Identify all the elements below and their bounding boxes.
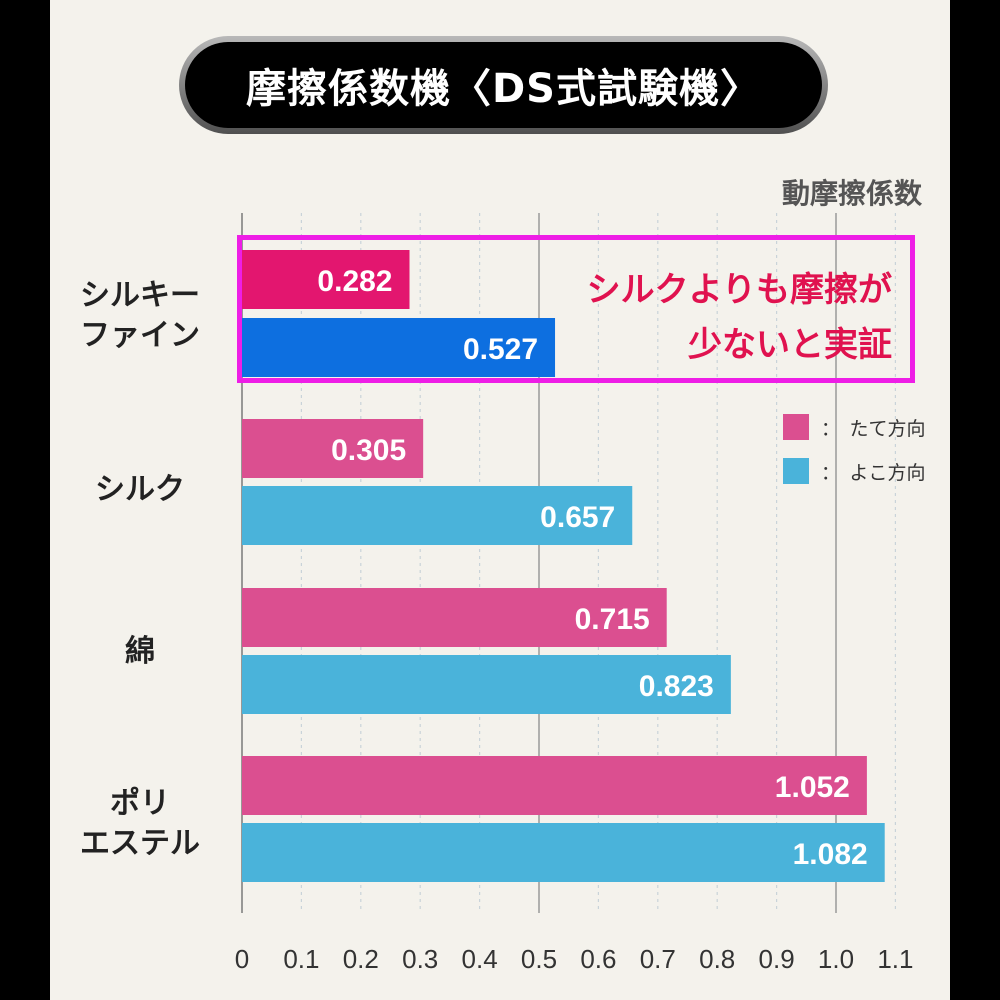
bar-label-yoko-silky-fine: 0.527 xyxy=(463,333,538,366)
legend: ： たて方向 ： よこ方向 xyxy=(783,405,926,493)
bar-label-yoko-cotton: 0.823 xyxy=(639,670,714,703)
x-tick-label: 0.8 xyxy=(699,944,735,974)
bar-label-tate-silk: 0.305 xyxy=(331,434,406,467)
callout-text: シルクよりも摩擦が 少ないと実証 xyxy=(587,263,892,373)
highlight-box xyxy=(237,235,915,383)
category-label-line-2: エステル xyxy=(80,826,200,861)
x-tick-label: 0.2 xyxy=(343,944,379,974)
bar-label-yoko-silk: 0.657 xyxy=(540,501,615,534)
bar-label-tate-silky-fine: 0.282 xyxy=(317,265,392,298)
bar-yoko-polyester xyxy=(242,823,885,882)
x-tick-label: 0.7 xyxy=(640,944,676,974)
legend-item-yoko: ： よこ方向 xyxy=(783,449,926,493)
bar-yoko-cotton xyxy=(242,655,731,714)
x-tick-label: 1.0 xyxy=(818,944,854,974)
x-tick-label: 0.5 xyxy=(521,944,557,974)
chart-page: 摩擦係数機〈DS式試験機〉 動摩擦係数 0.282 0.305 0.715 1.052… xyxy=(50,0,950,1000)
x-axis-title: 動摩擦係数 xyxy=(781,177,922,210)
legend-swatch-tate xyxy=(783,414,809,440)
legend-label-yoko: ： よこ方向 xyxy=(821,461,926,484)
category-label-polyester: ポリ エステル xyxy=(50,784,230,864)
bar-tate-silk xyxy=(242,419,424,478)
legend-item-tate: ： たて方向 xyxy=(783,405,926,449)
category-label-line-1: シルク xyxy=(95,472,185,507)
bar-label-tate-polyester: 1.052 xyxy=(775,771,850,804)
x-tick-label: 0.9 xyxy=(759,944,795,974)
bar-label-tate-cotton: 0.715 xyxy=(575,603,650,636)
category-label-line-2: ファイン xyxy=(80,318,200,353)
callout-line-1: シルクよりも摩擦が xyxy=(586,270,892,310)
category-label-line-1: ポリ xyxy=(110,786,170,821)
category-label-line-1: シルキー xyxy=(80,278,200,313)
bar-yoko-silk xyxy=(242,486,633,545)
category-label-silk: シルク xyxy=(50,470,230,510)
bar-tate-silky-fine xyxy=(242,250,410,309)
bar-label-yoko-polyester: 1.082 xyxy=(793,838,868,871)
title-banner: 摩擦係数機〈DS式試験機〉 xyxy=(179,36,828,134)
x-tick-label: 0.3 xyxy=(402,944,438,974)
category-label-silky-fine: シルキー ファイン xyxy=(50,276,230,356)
bar-yoko-silky-fine xyxy=(242,318,556,377)
chart-title: 摩擦係数機〈DS式試験機〉 xyxy=(185,42,822,128)
legend-label-tate: ： たて方向 xyxy=(821,417,926,440)
bar-tate-cotton xyxy=(242,588,667,647)
x-tick-label: 0.4 xyxy=(462,944,498,974)
bar-chart: 0.282 0.305 0.715 1.052 0.527 0.657 0.823 1.082… xyxy=(235,213,913,974)
callout-line-2: 少ないと実証 xyxy=(688,325,892,365)
category-label-line-1: 綿 xyxy=(125,634,155,669)
x-tick-label: 0.6 xyxy=(580,944,616,974)
x-tick-label: 0 xyxy=(235,944,249,974)
category-label-cotton: 綿 xyxy=(50,632,230,672)
x-tick-label: 1.1 xyxy=(877,944,913,974)
legend-swatch-yoko xyxy=(783,458,809,484)
x-tick-label: 0.1 xyxy=(283,944,319,974)
bar-tate-polyester xyxy=(242,756,867,815)
